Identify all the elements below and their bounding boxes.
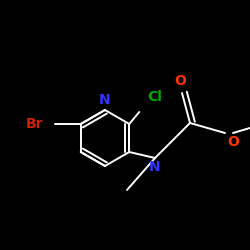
Text: O: O <box>227 135 239 149</box>
Text: N: N <box>99 93 111 107</box>
Text: N: N <box>149 160 161 174</box>
Text: Br: Br <box>25 117 43 131</box>
Text: Cl: Cl <box>147 90 162 104</box>
Text: O: O <box>174 74 186 88</box>
